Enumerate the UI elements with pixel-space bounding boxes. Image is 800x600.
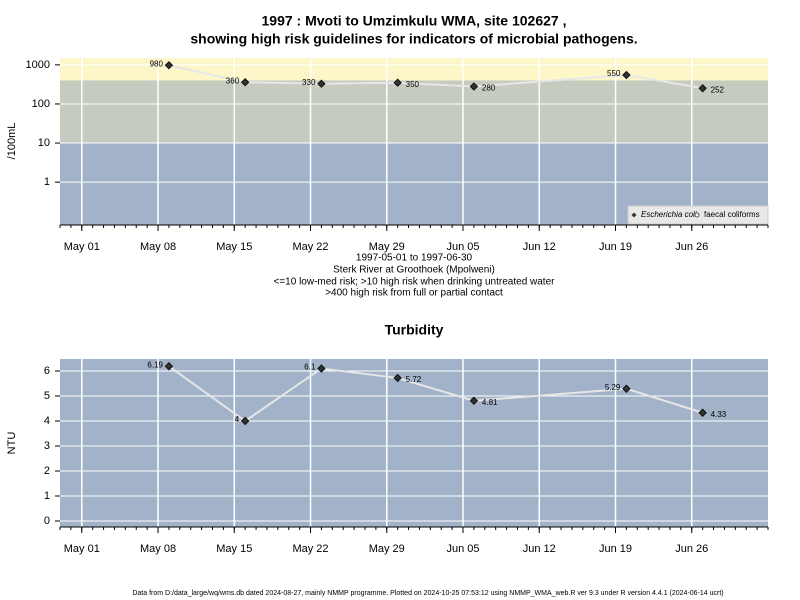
data-label: 6.19 bbox=[147, 360, 163, 369]
marker bbox=[240, 416, 250, 426]
data-label: 4 bbox=[235, 415, 240, 424]
marker bbox=[622, 384, 631, 393]
x-tick-label: Jun 26 bbox=[675, 241, 708, 253]
y-tick-label: 2 bbox=[44, 465, 50, 477]
marker bbox=[622, 70, 631, 80]
chart-title: showing high risk guidelines for indicat… bbox=[190, 31, 637, 47]
x-tick-label: May 15 bbox=[216, 543, 252, 555]
y-tick-label: 4 bbox=[44, 415, 50, 427]
x-tick-label: May 08 bbox=[140, 543, 176, 555]
y-tick-label: 6 bbox=[44, 365, 50, 377]
x-tick-label: Jun 26 bbox=[675, 543, 708, 555]
marker bbox=[469, 82, 479, 91]
y-tick-label: 1 bbox=[44, 490, 50, 502]
data-label: 350 bbox=[406, 80, 420, 89]
data-label: 6.1 bbox=[304, 363, 316, 372]
caption: Sterk River at Groothoek (Mpolweni) bbox=[333, 265, 495, 276]
x-tick-label: Jun 12 bbox=[523, 543, 556, 555]
x-tick-label: May 01 bbox=[64, 543, 100, 555]
data-label: 5.72 bbox=[406, 375, 422, 384]
data-label: 4.33 bbox=[711, 410, 727, 419]
x-tick-label: Jun 05 bbox=[446, 543, 479, 555]
marker bbox=[698, 84, 707, 93]
x-tick-label: Jun 12 bbox=[523, 241, 556, 253]
x-tick-label: May 29 bbox=[369, 543, 405, 555]
y-tick-label: 5 bbox=[44, 390, 50, 402]
chart-title: 1997 : Mvoti to Umzimkulu WMA, site 1026… bbox=[262, 13, 567, 29]
data-label: 5.29 bbox=[605, 383, 621, 392]
x-tick-label: May 22 bbox=[292, 543, 328, 555]
y-axis-label: NTU bbox=[6, 432, 18, 455]
legend-marker bbox=[694, 212, 700, 218]
x-tick-label: Jun 19 bbox=[599, 241, 632, 253]
caption: 1997-05-01 to 1997-06-30 bbox=[356, 253, 473, 264]
legend-label: faecal coliforms bbox=[704, 210, 760, 219]
y-tick-label: 10 bbox=[38, 137, 50, 149]
data-label: 330 bbox=[302, 78, 316, 87]
legend: Escherichia coli faecal coliforms bbox=[627, 205, 769, 225]
chart-title: Turbidity bbox=[385, 322, 444, 338]
x-tick-label: May 08 bbox=[140, 241, 176, 253]
caption: >400 high risk from full or partial cont… bbox=[325, 288, 503, 299]
marker bbox=[164, 362, 174, 371]
data-label: 280 bbox=[482, 84, 496, 93]
legend-label: Escherichia coli bbox=[641, 210, 697, 219]
footer: Data from D:/data_large/wq/wms.db dated … bbox=[132, 590, 723, 597]
x-tick-label: Jun 05 bbox=[446, 241, 479, 253]
data-label: 980 bbox=[150, 59, 164, 68]
y-tick-label: 3 bbox=[44, 440, 50, 452]
x-tick-label: Jun 19 bbox=[599, 543, 632, 555]
marker bbox=[393, 78, 402, 87]
marker bbox=[393, 373, 402, 383]
marker bbox=[317, 79, 326, 88]
y-tick-label: 0 bbox=[44, 515, 50, 527]
marker bbox=[469, 396, 479, 405]
x-tick-label: May 22 bbox=[292, 241, 328, 253]
data-label: 252 bbox=[711, 85, 725, 94]
data-label: 360 bbox=[226, 76, 240, 85]
legend-marker bbox=[631, 212, 637, 218]
plot-background bbox=[60, 359, 768, 527]
x-tick-label: May 01 bbox=[64, 241, 100, 253]
x-tick-label: May 29 bbox=[369, 241, 405, 253]
y-tick-label: 100 bbox=[32, 98, 50, 110]
y-axis-label: /100mL bbox=[6, 123, 18, 160]
marker bbox=[317, 364, 326, 373]
marker bbox=[240, 78, 250, 87]
y-tick-label: 1 bbox=[44, 176, 50, 188]
risk-band bbox=[60, 80, 768, 144]
y-tick-label: 1000 bbox=[26, 59, 50, 71]
data-label: 4.81 bbox=[482, 398, 498, 407]
x-tick-label: May 15 bbox=[216, 241, 252, 253]
caption: <=10 low-med risk; >10 high risk when dr… bbox=[274, 277, 556, 288]
data-label: 550 bbox=[607, 69, 621, 78]
risk-band bbox=[60, 58, 768, 81]
marker bbox=[698, 408, 707, 417]
marker bbox=[164, 61, 174, 70]
